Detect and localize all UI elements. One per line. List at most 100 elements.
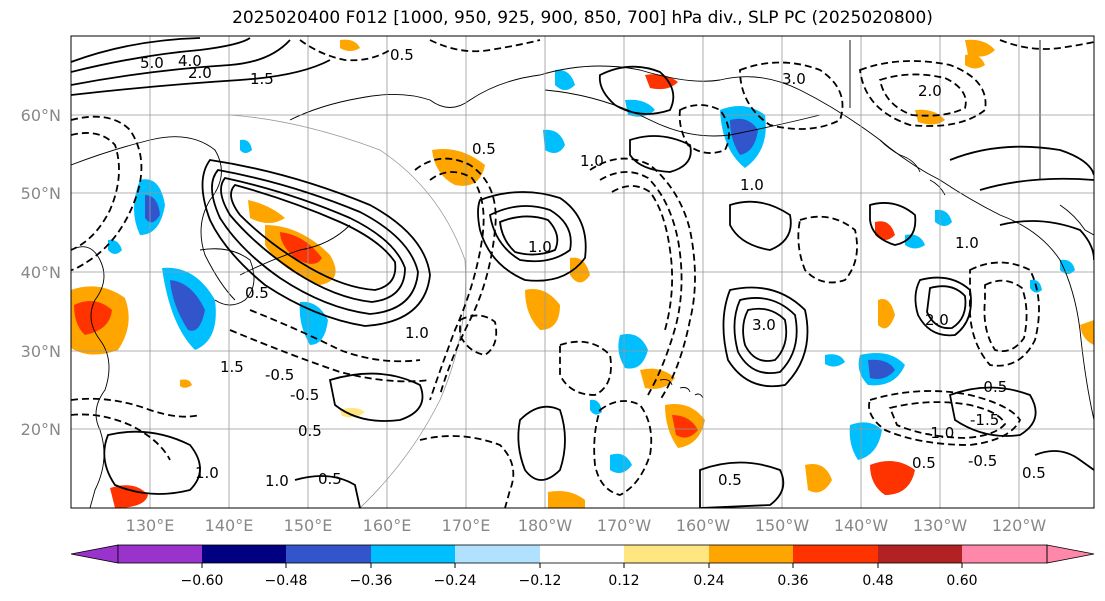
coastline xyxy=(71,136,236,301)
contour-line xyxy=(71,397,201,418)
colorbar-arrow-right xyxy=(1046,544,1095,564)
coastline xyxy=(239,224,351,276)
contour-line xyxy=(499,215,559,256)
contour-line xyxy=(949,145,1094,176)
contour-label: 1.0 xyxy=(528,238,552,256)
contour-line xyxy=(459,314,498,356)
contour-label: 0.5 xyxy=(718,471,742,489)
contour-line xyxy=(211,169,419,315)
contour-label: 1.5 xyxy=(220,358,244,376)
shading-region xyxy=(74,301,112,335)
shading-region xyxy=(340,407,365,418)
colorbar-tick-label: −0.36 xyxy=(350,573,393,589)
shading-region xyxy=(340,39,360,51)
contour-line xyxy=(299,39,391,62)
colorbar-segment xyxy=(455,545,540,563)
contour-line xyxy=(739,61,844,130)
colorbar-tick-label: −0.12 xyxy=(519,573,562,589)
shading-region xyxy=(570,257,590,283)
shading-region xyxy=(280,232,322,264)
contour-label: -0.5 xyxy=(290,386,319,404)
shading-region xyxy=(868,359,895,379)
contour-line xyxy=(328,372,424,422)
coastline xyxy=(659,379,704,399)
map-frame xyxy=(70,35,1095,509)
contour-label: 1.0 xyxy=(580,152,604,170)
contour-line xyxy=(429,39,541,53)
contour-line xyxy=(869,202,917,246)
contour-line xyxy=(103,430,201,495)
coastlines xyxy=(71,40,1094,508)
colorbar-frame xyxy=(117,544,1048,564)
contour-label: 0.5 xyxy=(390,46,414,64)
lat-label-60n: 60°N xyxy=(21,106,61,125)
shading-region xyxy=(555,69,575,90)
lon-label: 130°W xyxy=(913,516,968,535)
colorbar-tick-label: 0.48 xyxy=(862,573,893,589)
colorbar-segment xyxy=(709,545,793,563)
colorbar-segment xyxy=(540,545,624,563)
coastline xyxy=(1059,204,1094,236)
contour-label: 3.0 xyxy=(752,316,776,334)
shading-region xyxy=(878,299,895,329)
page-title: 2025020400 F012 [1000, 950, 925, 900, 85… xyxy=(232,8,933,28)
slp-negative-contours xyxy=(71,39,1094,508)
coastline xyxy=(71,246,110,508)
colorbar-tick-label: 0.12 xyxy=(608,573,639,589)
lon-label: 140°W xyxy=(834,516,889,535)
contour-line xyxy=(629,135,692,173)
contour-label: 0.5 xyxy=(298,422,322,440)
contour-line xyxy=(71,39,291,86)
contour-line xyxy=(429,171,485,401)
contour-line xyxy=(71,132,120,251)
contour-line xyxy=(71,37,201,63)
contour-label: 1.0 xyxy=(955,234,979,252)
contour-line xyxy=(230,183,397,291)
contour-labels: 5.0 4.0 2.0 1.5 0.5 3.0 2.0 1.0 0.5 1.0 … xyxy=(140,46,1046,490)
shading-region xyxy=(730,118,758,155)
colorbar-ticks xyxy=(201,563,963,568)
contour-label: 0.5 xyxy=(472,140,496,158)
shading-region xyxy=(935,209,952,226)
shading-region xyxy=(672,415,698,438)
contour-line xyxy=(249,309,421,363)
contour-line xyxy=(419,435,515,508)
contour-label: 1.0 xyxy=(195,464,219,482)
colorbar-tick-label: −0.60 xyxy=(181,573,224,589)
contour-line xyxy=(229,329,431,383)
contour-line xyxy=(914,276,972,337)
contour-label: 1.0 xyxy=(740,176,764,194)
lon-label: 150°E xyxy=(284,516,333,535)
contour-label: 0.5 xyxy=(1022,464,1046,482)
contour-line xyxy=(71,37,251,73)
contour-label: 1.5 xyxy=(250,70,274,88)
shading-region xyxy=(640,368,675,389)
contour-label: 1.0 xyxy=(265,472,289,490)
contour-line xyxy=(71,59,331,96)
contour-line xyxy=(859,60,987,127)
shading-region xyxy=(965,39,995,57)
shading-region xyxy=(849,422,882,460)
shading-region xyxy=(240,139,252,153)
shading-region xyxy=(548,491,585,508)
contour-label: -0.5 xyxy=(968,452,997,470)
lat-label-40n: 40°N xyxy=(21,263,61,282)
shading-region xyxy=(543,129,565,154)
colorbar-segment xyxy=(793,545,878,563)
coastline xyxy=(289,74,541,121)
contour-line xyxy=(968,261,1040,367)
colorbar-segment xyxy=(118,545,202,563)
shading-region xyxy=(248,200,285,223)
lon-label: 140°E xyxy=(205,516,254,535)
contour-label: 2.0 xyxy=(918,82,942,100)
lon-label: 170°W xyxy=(597,516,652,535)
shading-region xyxy=(870,461,915,495)
lon-label: 160°W xyxy=(676,516,731,535)
lon-label: 120°W xyxy=(992,516,1047,535)
shading-region xyxy=(1060,259,1075,274)
colorbar: −0.60 −0.48 −0.36 −0.24 −0.12 0.12 0.24 … xyxy=(70,544,1095,589)
longitude-labels: 130°E 140°E 150°E 160°E 170°E 180°W 170°… xyxy=(126,516,1047,535)
lon-label: 170°E xyxy=(442,516,491,535)
colorbar-tick-label: 0.60 xyxy=(946,573,977,589)
contour-label: 3.0 xyxy=(782,70,806,88)
